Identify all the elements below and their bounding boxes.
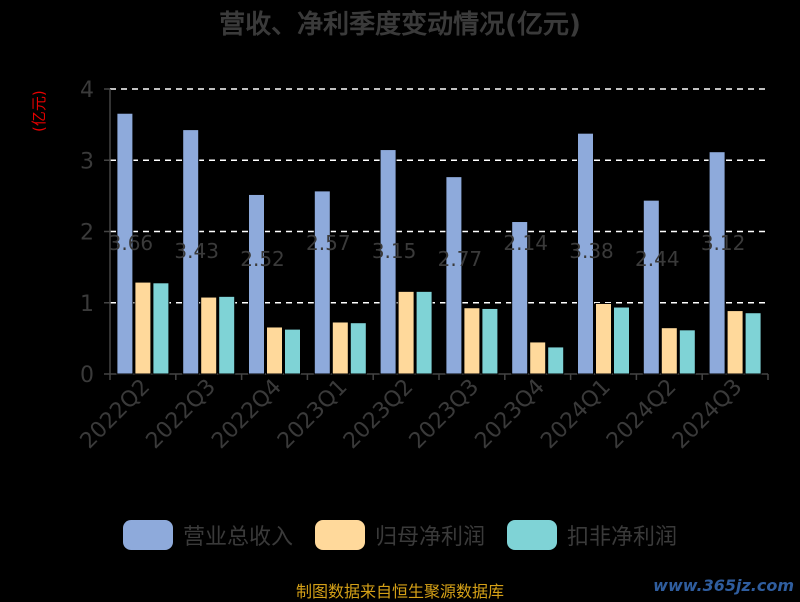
legend-label-deducted-profit: 扣非净利润 — [567, 525, 678, 550]
bar — [481, 307, 499, 375]
data-label: 3.12 — [701, 231, 746, 255]
x-tick-label: 2023Q2 — [339, 375, 418, 454]
legend-item-revenue[interactable]: 营业总收入 — [122, 519, 293, 551]
bar — [445, 176, 463, 375]
y-tick-label: 2 — [80, 221, 94, 246]
bar — [313, 190, 331, 375]
x-tick-label: 2023Q3 — [405, 375, 484, 454]
bar — [349, 322, 367, 375]
bar — [511, 221, 529, 375]
bar — [660, 327, 678, 375]
bar — [200, 296, 218, 375]
data-label: 3.66 — [109, 231, 154, 255]
bar — [415, 290, 433, 375]
data-label: 2.14 — [503, 231, 548, 255]
data-label: 2.77 — [438, 247, 483, 271]
bar — [708, 151, 726, 375]
bar — [529, 341, 547, 375]
x-tick-label: 2022Q3 — [142, 375, 221, 454]
bar — [726, 310, 744, 375]
bar — [266, 326, 283, 375]
bar — [379, 149, 397, 375]
bar — [134, 281, 152, 375]
legend-item-net-profit[interactable]: 归母净利润 — [314, 519, 485, 551]
x-tick-label: 2024Q2 — [602, 375, 681, 454]
data-label: 3.15 — [372, 239, 417, 263]
bar — [397, 290, 415, 375]
bar — [218, 295, 236, 375]
y-axis-unit-label: (亿元) — [30, 90, 48, 132]
legend-swatch-revenue — [122, 520, 173, 550]
y-tick-label: 4 — [80, 78, 94, 103]
bar — [744, 312, 762, 375]
bar — [248, 193, 265, 375]
bar — [547, 346, 565, 375]
data-label: 2.44 — [635, 247, 680, 271]
data-label: 2.52 — [240, 247, 285, 271]
legend-swatch-deducted-profit — [507, 520, 557, 550]
bar — [463, 307, 481, 375]
x-tick-label: 2023Q1 — [273, 375, 352, 454]
data-label: 2.57 — [306, 231, 351, 255]
y-tick-label: 1 — [80, 292, 94, 317]
bar — [642, 199, 660, 375]
y-tick-label: 3 — [80, 149, 94, 174]
chart-title: 营收、净利季度变动情况(亿元) — [219, 10, 581, 40]
bar — [613, 306, 630, 375]
legend-item-deducted-profit[interactable]: 扣非净利润 — [507, 519, 677, 551]
legend-swatch-net-profit — [314, 520, 365, 550]
y-tick-label: 0 — [80, 363, 94, 388]
legend-label-revenue: 营业总收入 — [182, 525, 293, 550]
legend-label-net-profit: 归母净利润 — [374, 525, 485, 550]
bar — [331, 321, 349, 375]
x-tick-label: 2022Q4 — [207, 375, 286, 454]
bar — [182, 129, 200, 375]
x-tick-label: 2024Q3 — [668, 375, 747, 454]
data-label: 3.38 — [569, 239, 614, 263]
legend: 营业总收入 归母净利润 扣非净利润 — [0, 518, 800, 552]
bar — [678, 329, 696, 375]
bar — [595, 302, 612, 375]
bar — [152, 282, 170, 375]
x-tick-label: 2023Q4 — [471, 375, 550, 454]
bar — [284, 328, 301, 375]
data-source-note: 制图数据来自恒生聚源数据库 — [295, 582, 504, 601]
bar — [577, 132, 594, 375]
data-label: 3.43 — [174, 239, 219, 263]
x-tick-label: 2024Q1 — [536, 375, 615, 454]
bar — [116, 112, 134, 375]
watermark: www.365jz.com — [653, 576, 794, 595]
